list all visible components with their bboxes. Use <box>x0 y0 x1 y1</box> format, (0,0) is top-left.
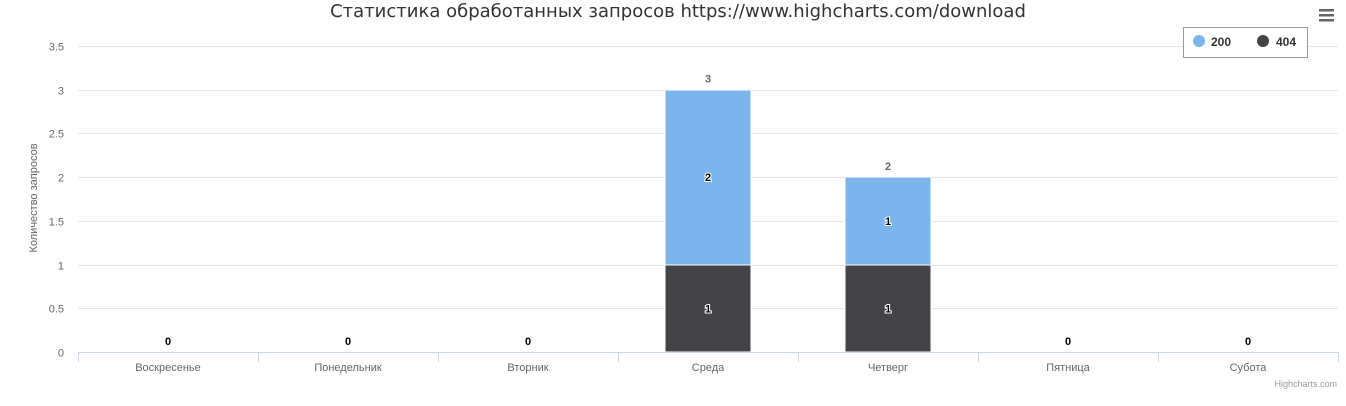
legend-label-404: 404 <box>1276 35 1296 49</box>
x-axis: Воскресенье Понедельник Вторник Среда Четвер… <box>78 352 1339 374</box>
data-label-zero: 0 <box>1065 336 1071 348</box>
x-tick-label: Воскресенье <box>135 362 201 374</box>
data-label-zero: 0 <box>345 336 351 348</box>
x-tick-label: Среда <box>692 362 725 374</box>
legend-item-200[interactable]: 200 <box>1193 35 1231 49</box>
y-tick-label: 0.5 <box>49 304 64 316</box>
legend-marker-404 <box>1257 35 1269 47</box>
x-tick-label: Четверг <box>868 362 908 374</box>
legend-label-200: 200 <box>1211 35 1231 49</box>
x-tick-label: Вторник <box>507 362 548 374</box>
y-tick-label: 2 <box>58 173 64 185</box>
data-label-200: 1 <box>885 216 891 228</box>
data-label-zero: 0 <box>165 336 171 348</box>
data-label-zero: 0 <box>345 336 351 348</box>
bar-200-4[interactable] <box>844 176 932 266</box>
bar-404-4[interactable] <box>844 264 932 353</box>
bar-200-3[interactable] <box>664 89 752 266</box>
data-label-zero: 0 <box>1245 336 1251 348</box>
chart-title: Статистика обработанных запросов https:/… <box>330 1 1026 22</box>
credits-link[interactable]: Highcharts.com <box>1274 379 1337 389</box>
stack-total-label: 3 <box>705 74 711 86</box>
x-tick-label: Пятница <box>1046 362 1090 374</box>
data-label-zero: 0 <box>1065 336 1071 348</box>
data-label-zero: 0 <box>1245 336 1251 348</box>
data-label-404: 1 <box>705 303 711 315</box>
bars <box>664 89 932 353</box>
data-label-zero: 0 <box>165 336 171 348</box>
y-tick-label: 1 <box>58 261 64 273</box>
y-tick-label: 3.5 <box>49 42 64 54</box>
x-tick-label: Понедельник <box>314 362 382 374</box>
y-tick-label: 0 <box>58 348 64 360</box>
stack-total-label: 2 <box>885 161 891 173</box>
legend-item-404[interactable]: 404 <box>1257 35 1296 49</box>
legend-marker-200 <box>1193 35 1205 47</box>
y-tick-label: 2.5 <box>49 129 64 141</box>
y-axis-ticks: 0 0.5 1 1.5 2 2.5 3 3.5 <box>49 42 64 360</box>
legend: 200 404 <box>1183 27 1308 58</box>
hamburger-menu-icon[interactable] <box>1312 4 1338 26</box>
data-label-200: 2 <box>705 172 711 184</box>
x-tick-label: Субота <box>1230 362 1268 374</box>
y-tick-label: 3 <box>58 86 64 98</box>
data-label-zero: 0 <box>525 336 531 348</box>
y-axis-title: Количество запросов <box>28 143 40 252</box>
data-label-zero: 0 <box>525 336 531 348</box>
y-tick-label: 1.5 <box>49 217 64 229</box>
data-label-404: 1 <box>885 303 891 315</box>
